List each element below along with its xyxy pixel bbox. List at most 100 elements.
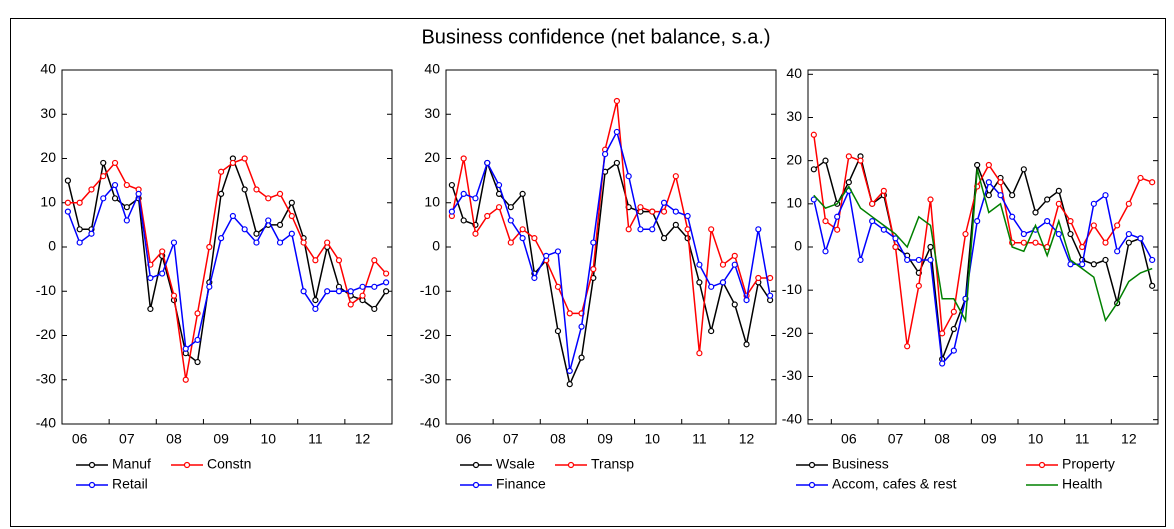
data-point xyxy=(206,283,213,290)
data-point xyxy=(845,179,852,186)
chart-title: Business confidence (net balance, s.a.) xyxy=(421,26,770,48)
data-point xyxy=(625,173,632,180)
legend-label: Manuf xyxy=(112,456,151,472)
data-point xyxy=(76,199,83,206)
y-tick-label: 20 xyxy=(40,149,56,165)
series-line xyxy=(451,100,771,354)
y-tick-label: 0 xyxy=(794,238,802,254)
data-point xyxy=(719,261,727,268)
data-point xyxy=(1137,235,1144,242)
data-point xyxy=(276,239,284,246)
y-tick-label: 40 xyxy=(40,61,56,77)
data-point xyxy=(915,256,922,264)
data-point xyxy=(448,181,455,189)
data-point xyxy=(484,159,491,167)
data-point xyxy=(484,212,491,220)
data-point xyxy=(684,226,691,233)
data-point xyxy=(335,288,343,295)
y-tick-label: 30 xyxy=(786,108,802,124)
data-point xyxy=(613,128,620,136)
data-point xyxy=(147,305,154,313)
data-point xyxy=(566,367,573,374)
data-point xyxy=(312,297,319,304)
data-point xyxy=(88,186,95,193)
data-point xyxy=(731,261,738,268)
y-tick-label: -40 xyxy=(36,415,56,431)
y-tick-label: -40 xyxy=(420,415,440,431)
data-point xyxy=(1090,222,1097,229)
data-point xyxy=(159,248,166,255)
data-point xyxy=(347,301,354,308)
y-tick-label: 30 xyxy=(40,105,56,121)
frame xyxy=(10,18,1166,527)
x-tick-label: 12 xyxy=(1121,431,1137,447)
x-tick-label: 08 xyxy=(166,431,182,447)
data-point xyxy=(1102,256,1109,264)
data-point xyxy=(100,195,107,202)
data-point xyxy=(939,360,946,367)
data-point xyxy=(1114,222,1121,229)
data-point xyxy=(974,217,981,225)
data-point xyxy=(1009,213,1016,220)
data-point xyxy=(229,212,236,220)
data-point xyxy=(939,330,946,337)
data-point xyxy=(719,279,727,286)
data-point xyxy=(566,310,573,317)
x-tick-label: 11 xyxy=(692,431,707,447)
legend-label: Transp xyxy=(591,456,634,472)
y-tick-label: -10 xyxy=(782,281,802,297)
x-tick-label: 08 xyxy=(550,431,566,447)
data-point xyxy=(743,341,750,348)
data-point xyxy=(731,252,738,259)
data-point xyxy=(253,239,260,246)
data-point xyxy=(1090,261,1097,268)
data-point xyxy=(519,226,526,233)
data-point xyxy=(276,190,284,197)
series-line xyxy=(813,169,1153,323)
data-point xyxy=(660,235,668,242)
data-point xyxy=(602,150,609,158)
data-point xyxy=(276,221,284,228)
data-point xyxy=(288,230,295,237)
data-point xyxy=(1149,256,1156,264)
y-tick-label: 20 xyxy=(424,149,440,165)
data-point xyxy=(869,217,876,225)
data-point xyxy=(1067,230,1074,238)
data-point xyxy=(495,181,503,189)
data-point xyxy=(590,239,597,246)
data-point xyxy=(554,327,562,335)
data-point xyxy=(684,212,691,220)
data-point xyxy=(927,256,934,264)
data-point xyxy=(696,261,703,268)
data-point xyxy=(135,190,142,197)
x-tick-label: 10 xyxy=(260,431,276,447)
x-tick-label: 11 xyxy=(308,431,323,447)
y-tick-label: -40 xyxy=(782,410,802,426)
legend-marker xyxy=(808,461,816,469)
data-point xyxy=(1125,200,1132,207)
data-point xyxy=(904,256,911,264)
data-point xyxy=(1020,166,1027,173)
data-point xyxy=(1020,230,1027,238)
legend-label: Business xyxy=(832,456,889,472)
data-point xyxy=(111,195,119,202)
data-point xyxy=(950,308,957,315)
data-point xyxy=(985,192,992,199)
data-point xyxy=(927,243,934,251)
data-point xyxy=(448,208,455,215)
data-point xyxy=(111,159,119,167)
data-point xyxy=(1055,200,1062,207)
data-point xyxy=(696,350,703,357)
x-tick-label: 06 xyxy=(841,431,857,447)
data-point xyxy=(672,208,679,215)
legend-label: Property xyxy=(1062,456,1115,472)
data-point xyxy=(472,195,479,202)
data-point xyxy=(743,297,750,304)
data-point xyxy=(100,173,107,180)
data-point xyxy=(997,179,1004,186)
data-point xyxy=(637,204,644,211)
data-point xyxy=(1020,239,1027,246)
y-tick-label: 0 xyxy=(48,238,56,254)
data-point xyxy=(519,235,526,242)
data-point xyxy=(507,217,514,224)
